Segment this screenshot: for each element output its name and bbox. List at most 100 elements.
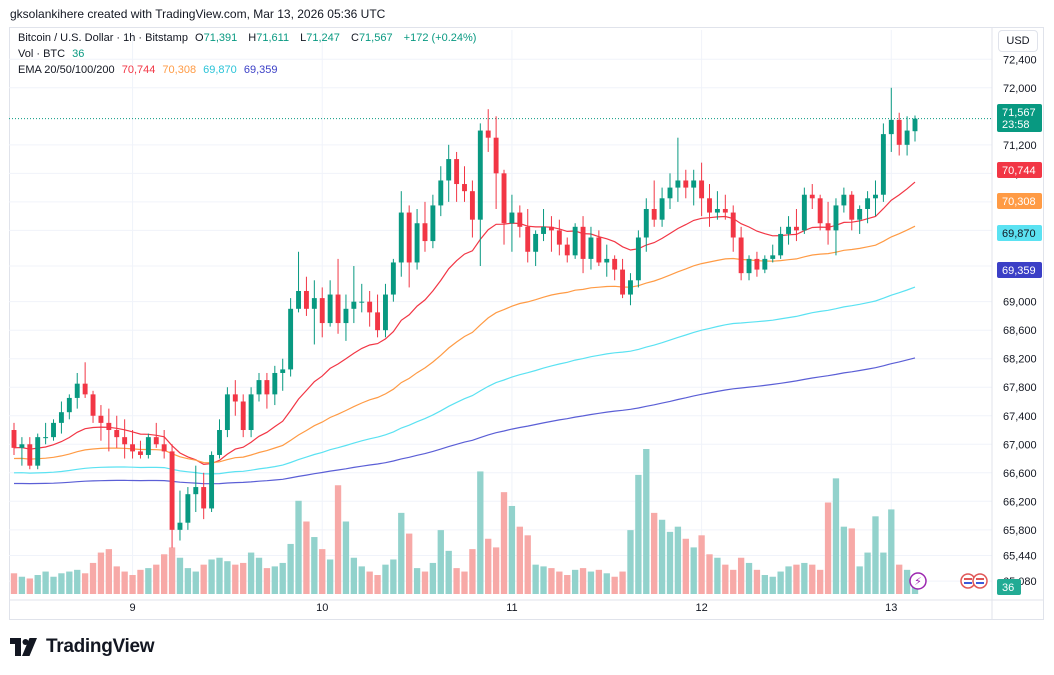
candle-body [596, 237, 602, 263]
volume-bar [97, 552, 105, 594]
candle-body [359, 301, 365, 303]
volume-bar [603, 573, 610, 594]
legend-close: 71,567 [358, 32, 393, 44]
candle-body [367, 301, 373, 313]
candle-body [659, 198, 665, 220]
legend-ema20: 70,744 [121, 64, 156, 76]
legend-ohlc: Bitcoin / U.S. Dollar · 1h · Bitstamp O7… [18, 32, 480, 44]
candle-body [43, 437, 49, 439]
ema200-tag-bg [997, 262, 1042, 278]
volume-bar [524, 535, 531, 594]
candle-body [541, 226, 546, 234]
candle-body [817, 198, 823, 224]
candle-body [272, 372, 278, 395]
legend-volume: Vol · BTC 36 [18, 48, 88, 60]
x-tick-label: 12 [695, 602, 707, 614]
candle-body [430, 205, 436, 242]
ema50-line [13, 225, 916, 464]
volume-bar [413, 568, 421, 594]
volume-bars [10, 449, 919, 594]
volume-bar [903, 569, 911, 594]
ema100-tag-text: 69,870 [1002, 228, 1036, 240]
ema100-line [13, 286, 916, 475]
volume-bar [287, 543, 294, 594]
volume-bar [311, 537, 318, 594]
y-tick-label: 68,200 [1003, 354, 1037, 366]
volume-bar [532, 564, 539, 594]
candle-body [865, 198, 871, 209]
candle-body [888, 119, 894, 135]
volume-bar [500, 492, 508, 594]
legend-h-label: H [248, 32, 257, 44]
tradingview-logo[interactable]: TradingView [10, 636, 155, 658]
volume-tag-text: 36 [1002, 582, 1014, 594]
volume-bar [81, 573, 89, 594]
volume-bar [247, 552, 255, 594]
legend-open: 71,391 [203, 32, 238, 44]
volume-bar [840, 526, 848, 594]
ema100-tag-bg [997, 225, 1042, 241]
candle-body [58, 412, 64, 423]
candle-body [422, 223, 428, 242]
currency-button[interactable]: USD [998, 30, 1038, 52]
volume-bar [809, 564, 816, 594]
volume-bar [777, 571, 784, 594]
candle-body [193, 487, 199, 495]
candle-body [114, 430, 120, 438]
candle-body [683, 180, 689, 188]
candle-body [556, 230, 562, 245]
ema200-tag-text: 69,359 [1002, 265, 1036, 277]
candle-body [809, 194, 815, 199]
y-tick-label: 65,800 [1003, 525, 1037, 537]
candle-body [130, 444, 136, 452]
legend-low: 71,247 [306, 32, 340, 44]
candle-body [849, 194, 855, 220]
legend-c-label: C [350, 32, 359, 44]
candle-body [880, 134, 886, 195]
candle-body [240, 401, 246, 431]
candle-body [762, 258, 768, 270]
flag-stripe [976, 582, 984, 584]
legend-o-label: O [195, 32, 204, 44]
chart-frame[interactable] [9, 27, 1044, 620]
candle-body [217, 430, 222, 455]
volume-bar [816, 569, 824, 594]
volume-bar [856, 566, 863, 594]
volume-bar [240, 562, 247, 594]
volume-bar [658, 519, 666, 594]
volume-bar [271, 566, 278, 594]
volume-bar [587, 571, 595, 594]
candle-body [375, 312, 381, 331]
volume-bar [129, 575, 136, 594]
volume-bar [888, 509, 895, 594]
legend-ema100: 69,870 [203, 64, 237, 76]
candle-body [390, 262, 396, 295]
volume-bar [722, 564, 729, 594]
candle-body [82, 383, 88, 395]
volume-bar [326, 559, 334, 594]
candle-body [232, 394, 238, 402]
candle-body [730, 212, 736, 238]
volume-bar [492, 547, 500, 594]
legend-ema-label: EMA 20/50/100/200 [18, 64, 115, 76]
volume-bar [564, 575, 571, 594]
y-tick-label: 72,000 [1003, 83, 1037, 95]
candle-body [11, 430, 17, 448]
volume-bar [864, 552, 871, 594]
candle-body [66, 397, 72, 413]
candle-body [406, 212, 412, 263]
volume-bar [453, 568, 460, 594]
flag-stripe [964, 578, 972, 580]
candle-body [770, 255, 776, 259]
candle-body [588, 237, 594, 259]
volume-bar [161, 554, 168, 594]
candle-body [620, 269, 626, 295]
candle-body [628, 280, 633, 295]
candle-body [825, 223, 831, 231]
candle-body [438, 180, 444, 206]
candle-body [896, 119, 902, 145]
candle-body [564, 244, 570, 256]
candle-body [454, 159, 460, 185]
